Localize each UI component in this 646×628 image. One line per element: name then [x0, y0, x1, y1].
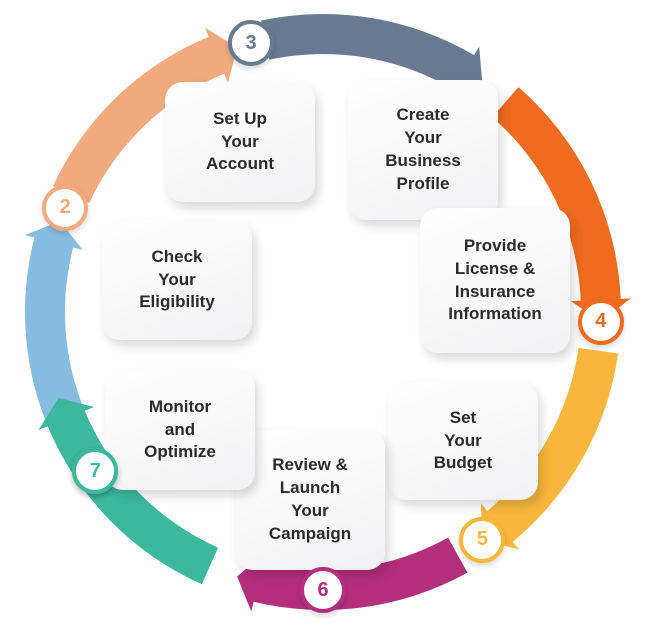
circular-process-diagram: Check Your Eligibility Set Up Your Accoun…	[0, 0, 646, 628]
step-number: 2	[60, 196, 71, 219]
step-number: 6	[317, 579, 328, 602]
step-label: Set Up Your Account	[206, 108, 274, 177]
step-label: Review & Launch Your Campaign	[269, 454, 351, 546]
step-card-7: Monitor and Optimize	[105, 370, 255, 490]
step-card-6: Review & Launch Your Campaign	[235, 430, 385, 570]
step-badge-6: 6	[300, 567, 346, 613]
step-label: Create Your Business Profile	[385, 104, 461, 196]
step-card-3: Create Your Business Profile	[348, 80, 498, 220]
step-badge-2: 2	[42, 185, 88, 231]
step-number: 5	[477, 528, 488, 551]
step-badge-4: 4	[578, 299, 624, 345]
step-label: Monitor and Optimize	[144, 396, 216, 465]
step-number: 4	[595, 310, 606, 333]
step-card-1: Check Your Eligibility	[102, 220, 252, 340]
step-label: Set Your Budget	[434, 407, 493, 476]
step-badge-5: 5	[459, 517, 505, 563]
step-card-2: Set Up Your Account	[165, 82, 315, 202]
step-label: Check Your Eligibility	[139, 246, 215, 315]
step-number: 7	[90, 460, 101, 483]
step-number: 3	[245, 32, 256, 55]
step-card-5: Set Your Budget	[388, 382, 538, 500]
step-card-4: Provide License & Insurance Information	[420, 208, 570, 353]
step-label: Provide License & Insurance Information	[448, 235, 542, 327]
